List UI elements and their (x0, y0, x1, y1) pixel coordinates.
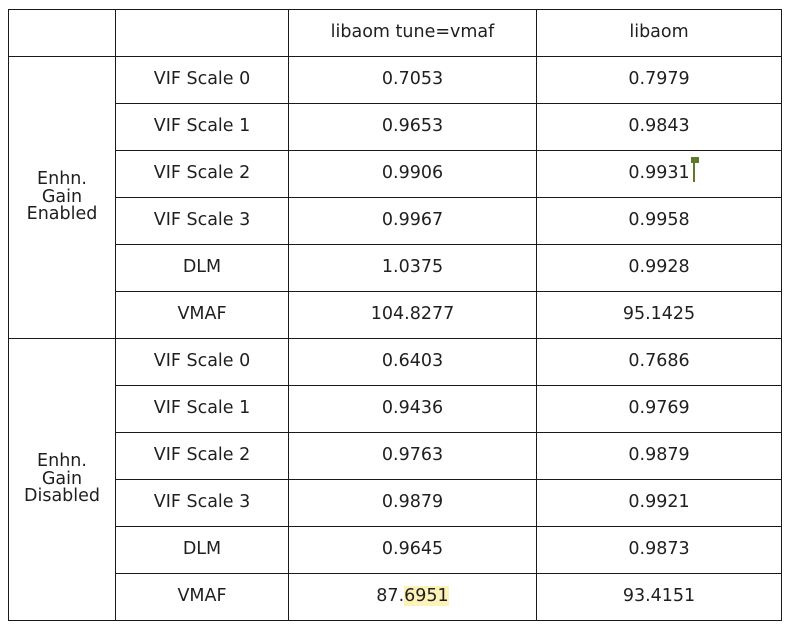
table-row: VIF Scale 3 0.9967 0.9958 (9, 197, 782, 245)
table-row: DLM 0.9645 0.9873 (9, 526, 782, 574)
tune-vmaf-cell: 0.9436 (288, 385, 537, 433)
table-row: VIF Scale 2 0.9763 0.9879 (9, 432, 782, 480)
libaom-cell: 0.7686 (536, 338, 782, 386)
table-row: DLM 1.0375 0.9928 (9, 244, 782, 292)
header-cell-libaom: libaom (536, 9, 782, 57)
metric-cell: VIF Scale 1 (115, 385, 289, 433)
tune-vmaf-cell[interactable]: 87.6951 (288, 573, 537, 621)
table-row: VIF Scale 1 0.9436 0.9769 (9, 385, 782, 433)
tune-vmaf-cell: 0.6403 (288, 338, 537, 386)
tune-vmaf-cell: 0.7053 (288, 56, 537, 104)
tune-vmaf-cell: 0.9763 (288, 432, 537, 480)
text-cursor-icon[interactable] (690, 157, 699, 183)
tune-vmaf-cell: 0.9906 (288, 150, 537, 198)
metric-cell: VIF Scale 2 (115, 432, 289, 480)
libaom-cell[interactable]: 0.9931 (536, 150, 782, 198)
libaom-cell: 95.1425 (536, 291, 782, 339)
vmaf-comparison-table: libaom tune=vmaf libaom Enhn. Gain Enabl… (8, 9, 782, 621)
libaom-cell: 0.9769 (536, 385, 782, 433)
tune-vmaf-cell: 104.8277 (288, 291, 537, 339)
metric-cell: DLM (115, 526, 289, 574)
metric-cell: VMAF (115, 573, 289, 621)
libaom-cell: 0.9873 (536, 526, 782, 574)
metric-cell: VMAF (115, 291, 289, 339)
selected-text-highlight[interactable]: 6951 (404, 586, 449, 607)
metric-cell: VIF Scale 1 (115, 103, 289, 151)
group-label-enabled: Enhn. Gain Enabled (8, 56, 116, 339)
metric-cell: VIF Scale 3 (115, 479, 289, 527)
libaom-cell: 0.9921 (536, 479, 782, 527)
metric-cell: DLM (115, 244, 289, 292)
metric-cell: VIF Scale 0 (115, 56, 289, 104)
table-row: VMAF 104.8277 95.1425 (9, 291, 782, 339)
table-row: VMAF 87.6951 93.4151 (9, 573, 782, 621)
table-row: Enhn. Gain Disabled VIF Scale 0 0.6403 0… (8, 338, 782, 621)
header-row: libaom tune=vmaf libaom (8, 9, 782, 57)
tune-vmaf-cell: 0.9879 (288, 479, 537, 527)
libaom-cell: 0.9928 (536, 244, 782, 292)
table-row: VIF Scale 1 0.9653 0.9843 (9, 103, 782, 151)
libaom-value-with-cursor: 0.9931 (628, 157, 699, 184)
table-row: VIF Scale 3 0.9879 0.9921 (9, 479, 782, 527)
header-cell-metric (115, 9, 289, 57)
libaom-value: 0.9931 (628, 163, 690, 184)
tune-vmaf-cell: 0.9653 (288, 103, 537, 151)
table-row: Enhn. Gain Enabled VIF Scale 0 0.7053 0.… (8, 56, 782, 339)
metric-cell: VIF Scale 0 (115, 338, 289, 386)
header-cell-tune-vmaf: libaom tune=vmaf (288, 9, 537, 57)
libaom-cell: 0.9958 (536, 197, 782, 245)
libaom-cell: 0.9879 (536, 432, 782, 480)
tune-vmaf-value-prefix: 87. (376, 586, 405, 607)
table-row: VIF Scale 2 0.9906 0.9931 (9, 150, 782, 198)
libaom-cell: 93.4151 (536, 573, 782, 621)
tune-vmaf-cell: 0.9645 (288, 526, 537, 574)
group-label-disabled: Enhn. Gain Disabled (8, 338, 116, 621)
metric-cell: VIF Scale 2 (115, 150, 289, 198)
header-cell-group (8, 9, 116, 57)
libaom-cell: 0.7979 (536, 56, 782, 104)
tune-vmaf-cell: 1.0375 (288, 244, 537, 292)
tune-vmaf-cell: 0.9967 (288, 197, 537, 245)
libaom-cell: 0.9843 (536, 103, 782, 151)
metric-cell: VIF Scale 3 (115, 197, 289, 245)
